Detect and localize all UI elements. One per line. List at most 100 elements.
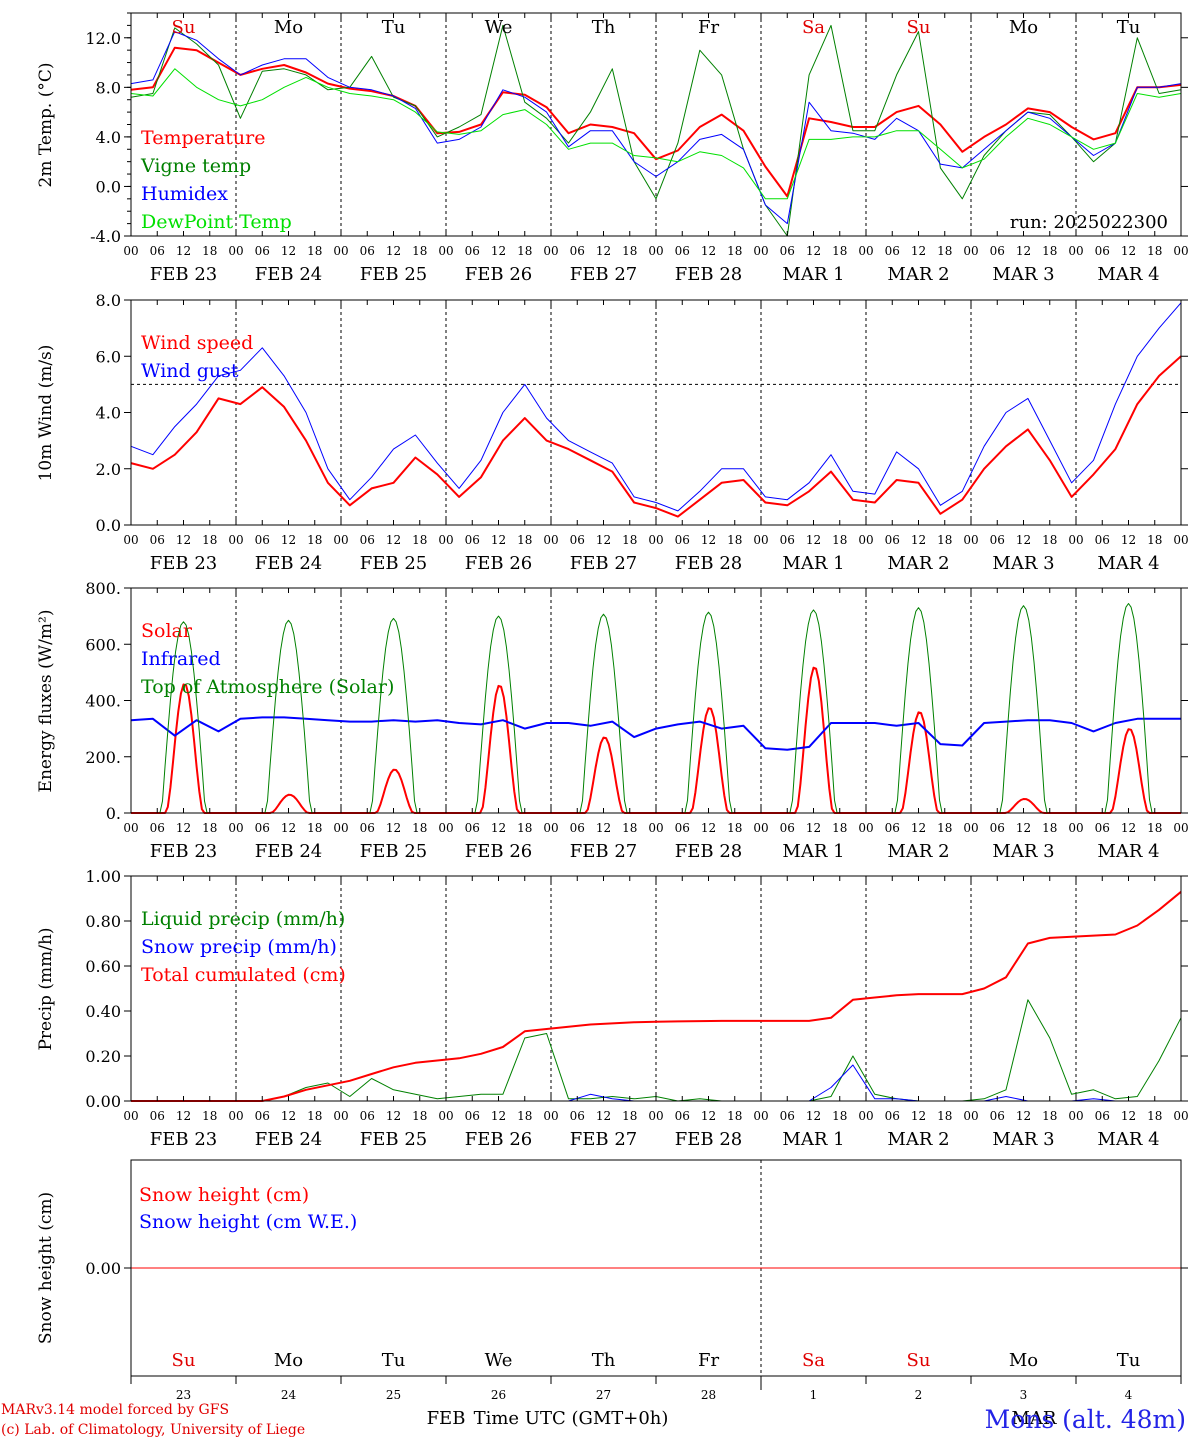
x-hour-label: 06 — [570, 821, 585, 835]
x-date-label: MAR 4 — [1097, 553, 1159, 574]
x-hour-label: 12 — [701, 1109, 716, 1123]
x-hour-label: 18 — [1147, 244, 1162, 258]
x-date-label: MAR 2 — [887, 841, 949, 862]
y-tick-label: 800. — [85, 579, 121, 598]
x-date-label: MAR 3 — [992, 553, 1054, 574]
day-name-top: We — [485, 17, 513, 38]
y-axis-label: 10m Wind (m/s) — [36, 345, 56, 482]
x-hour-label: 06 — [1095, 244, 1110, 258]
x-hour-label: 00 — [1173, 821, 1188, 835]
x-hour-label: 00 — [963, 244, 978, 258]
x-hour-label: 06 — [780, 244, 795, 258]
x-hour-label: 18 — [832, 1109, 847, 1123]
x-date-label: FEB 26 — [465, 841, 532, 862]
x-hour-label: 06 — [465, 821, 480, 835]
x-hour-label: 00 — [753, 1109, 768, 1123]
x-hour-label: 12 — [806, 244, 821, 258]
plot-frame — [130, 12, 1182, 237]
y-tick-label: 0.60 — [85, 957, 121, 976]
x-hour-label: 00 — [648, 533, 663, 547]
x-hour-label: 00 — [1068, 1109, 1083, 1123]
footer-lab-credit: (c) Lab. of Climatology, University of L… — [1, 1422, 305, 1438]
day-name-bottom: Sa — [802, 1350, 825, 1371]
x-hour-label: 06 — [990, 1109, 1005, 1123]
station-label: Mons (alt. 48m) — [985, 1405, 1186, 1434]
y-tick-label: 0.00 — [85, 1092, 121, 1111]
x-axis-title: Time UTC (GMT+0h) — [474, 1408, 669, 1429]
x-hour-label: 12 — [911, 533, 926, 547]
x-date-label: FEB 28 — [675, 841, 742, 862]
x-hour-label: 00 — [123, 533, 138, 547]
x-hour-label: 00 — [963, 1109, 978, 1123]
x-hour-label: 06 — [675, 244, 690, 258]
x-date-label: MAR 4 — [1097, 841, 1159, 862]
x-hour-label: 06 — [1095, 1109, 1110, 1123]
x-hour-label: 06 — [885, 244, 900, 258]
x-hour-label: 18 — [622, 244, 637, 258]
x-hour-label: 12 — [491, 821, 506, 835]
timeline-day-number: 23 — [176, 1388, 191, 1402]
day-name-top: Su — [907, 17, 931, 38]
x-hour-label: 18 — [832, 821, 847, 835]
series-line-2-1 — [130, 355, 1182, 518]
y-axis-label: Energy fluxes (W/m²) — [36, 610, 56, 793]
x-date-label: MAR 1 — [782, 1129, 844, 1150]
x-hour-label: 12 — [1121, 533, 1136, 547]
x-hour-label: 06 — [465, 1109, 480, 1123]
legend-entry: Vigne temp — [140, 155, 251, 177]
day-name-bottom: Th — [592, 1350, 616, 1371]
y-axis-label: Snow height (cm) — [36, 1192, 56, 1344]
x-hour-label: 12 — [176, 1109, 191, 1123]
legend-entry: Snow precip (mm/h) — [141, 936, 337, 958]
x-hour-label: 00 — [438, 821, 453, 835]
y-tick-label: 0.80 — [85, 912, 121, 931]
x-date-label: MAR 3 — [992, 1129, 1054, 1150]
x-hour-label: 00 — [1068, 244, 1083, 258]
x-hour-label: 18 — [937, 821, 952, 835]
x-hour-label: 06 — [360, 821, 375, 835]
series-line-2-2 — [130, 302, 1182, 512]
x-hour-label: 18 — [202, 821, 217, 835]
x-hour-label: 00 — [228, 821, 243, 835]
x-hour-label: 06 — [150, 533, 165, 547]
x-hour-label: 18 — [412, 533, 427, 547]
x-hour-label: 12 — [596, 1109, 611, 1123]
x-date-label: FEB 23 — [150, 841, 217, 862]
x-date-label: FEB 26 — [465, 1129, 532, 1150]
legend-entry: Infrared — [141, 648, 221, 670]
timeline-day-number: 27 — [596, 1388, 611, 1402]
x-date-label: FEB 28 — [675, 1129, 742, 1150]
x-hour-label: 00 — [963, 821, 978, 835]
x-hour-label: 06 — [570, 533, 585, 547]
x-hour-label: 00 — [753, 533, 768, 547]
x-hour-label: 00 — [1068, 821, 1083, 835]
timeline-day-number: 4 — [1125, 1388, 1133, 1402]
day-name-top: Fr — [698, 17, 719, 38]
x-hour-label: 06 — [990, 821, 1005, 835]
day-name-bottom: Mo — [274, 1350, 303, 1371]
legend-entry: Humidex — [141, 183, 228, 205]
x-hour-label: 06 — [675, 821, 690, 835]
series-line-1-4 — [130, 68, 1182, 200]
legend-entry: Wind gust — [141, 360, 239, 382]
x-date-label: MAR 4 — [1097, 1129, 1159, 1150]
x-hour-label: 12 — [1016, 821, 1031, 835]
x-hour-label: 18 — [202, 244, 217, 258]
timeline-day-number: 26 — [491, 1388, 506, 1402]
timeline-month-label: MAR — [1012, 1408, 1057, 1429]
footer-model-credit: MARv3.14 model forced by GFS — [1, 1402, 229, 1418]
x-date-label: FEB 25 — [360, 553, 427, 574]
x-hour-label: 18 — [1147, 821, 1162, 835]
x-hour-label: 06 — [780, 821, 795, 835]
chart-panel-5: Snow height (cm) Snow height (cm W.E.) 0.0… — [36, 1159, 1188, 1377]
run-label: run: 2025022300 — [1010, 212, 1168, 233]
y-tick-label: 1.00 — [85, 867, 121, 886]
x-hour-label: 06 — [570, 1109, 585, 1123]
y-tick-label: 0.0 — [96, 177, 121, 196]
x-hour-label: 18 — [832, 533, 847, 547]
x-hour-label: 00 — [1173, 244, 1188, 258]
x-hour-label: 18 — [517, 244, 532, 258]
x-hour-label: 00 — [123, 244, 138, 258]
chart-panel-4: Liquid precip (mm/h) Snow precip (mm/h) To… — [36, 867, 1189, 1150]
x-hour-label: 18 — [517, 533, 532, 547]
